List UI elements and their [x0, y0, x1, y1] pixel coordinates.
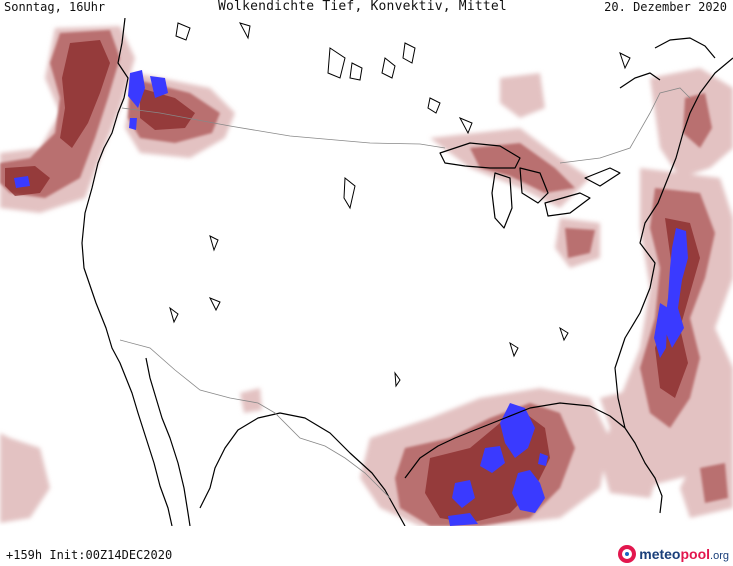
country-borders	[119, 87, 691, 499]
forecast-init-label: +159h Init:00Z14DEC2020	[6, 548, 173, 562]
valid-date-label: 20. Dezember 2020	[604, 0, 727, 14]
footer: +159h Init:00Z14DEC2020 meteopool.org	[0, 540, 733, 566]
coastline	[81, 18, 733, 526]
weather-map	[0, 18, 733, 526]
meteopool-logo[interactable]: meteopool.org	[618, 543, 729, 565]
lake-contours	[169, 22, 631, 388]
map-title: Wolkendichte Tief, Konvektiv, Mittel	[218, 0, 507, 14]
valid-time-label: Sonntag, 16Uhr	[4, 0, 106, 14]
header: Sonntag, 16Uhr Wolkendichte Tief, Konvek…	[0, 0, 733, 18]
cloud-layer-light	[0, 26, 733, 526]
convective-cloud-layer	[14, 70, 688, 526]
meteopool-logo-icon	[618, 545, 637, 563]
meteopool-logo-text: meteopool.org	[639, 546, 729, 562]
